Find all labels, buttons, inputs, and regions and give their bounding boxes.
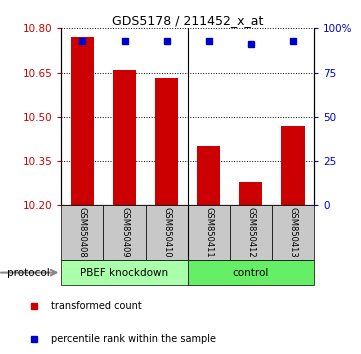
Bar bbox=[188, 205, 230, 260]
Bar bbox=[188, 260, 314, 285]
Text: protocol: protocol bbox=[7, 268, 50, 278]
Text: control: control bbox=[233, 268, 269, 278]
Bar bbox=[239, 182, 262, 205]
Bar bbox=[71, 37, 94, 205]
Text: percentile rank within the sample: percentile rank within the sample bbox=[51, 334, 216, 344]
Text: GSM850413: GSM850413 bbox=[288, 207, 297, 258]
Bar bbox=[145, 205, 188, 260]
Bar bbox=[272, 205, 314, 260]
Text: GSM850412: GSM850412 bbox=[247, 207, 255, 258]
Bar bbox=[282, 126, 305, 205]
Title: GDS5178 / 211452_x_at: GDS5178 / 211452_x_at bbox=[112, 14, 264, 27]
Bar bbox=[197, 146, 220, 205]
Bar bbox=[113, 70, 136, 205]
Bar bbox=[61, 260, 188, 285]
Text: GSM850409: GSM850409 bbox=[120, 207, 129, 258]
Bar bbox=[61, 205, 104, 260]
Text: GSM850411: GSM850411 bbox=[204, 207, 213, 258]
Bar bbox=[104, 205, 145, 260]
Text: GSM850408: GSM850408 bbox=[78, 207, 87, 258]
Text: PBEF knockdown: PBEF knockdown bbox=[81, 268, 169, 278]
Bar bbox=[230, 205, 272, 260]
Text: GSM850410: GSM850410 bbox=[162, 207, 171, 258]
Text: transformed count: transformed count bbox=[51, 301, 141, 310]
Bar bbox=[155, 79, 178, 205]
